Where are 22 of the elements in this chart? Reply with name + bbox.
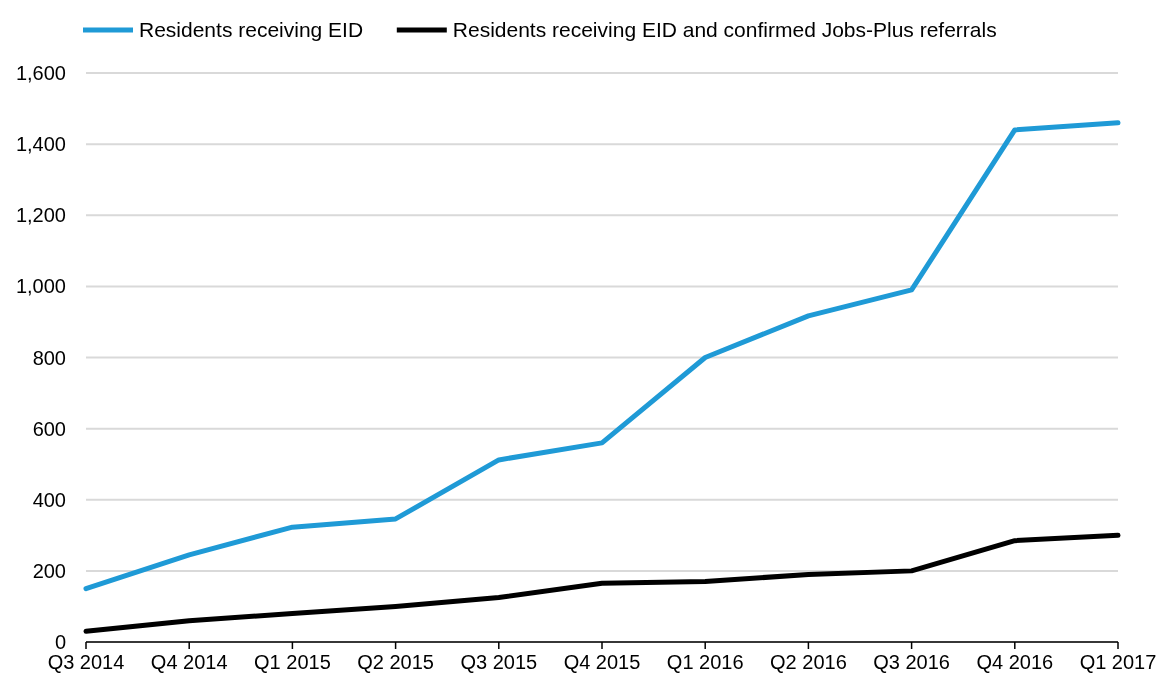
x-tick-label: Q1 2015 [254,651,331,673]
y-tick-label: 800 [32,346,66,369]
x-tick-label: Q1 2017 [1079,651,1157,673]
x-tick-label: Q2 2016 [770,651,847,673]
x-tick-label: Q3 2014 [47,651,125,673]
y-tick-label: 400 [32,488,66,511]
x-tick-label: Q1 2016 [666,651,744,673]
y-tick-label: 1,000 [15,275,66,298]
y-tick-label: 1,400 [15,133,66,156]
legend-label: Residents receiving EID [139,18,364,41]
y-tick-label: 200 [32,559,66,582]
x-tick-label: Q4 2016 [976,651,1054,673]
x-tick-label: Q3 2016 [873,651,950,673]
y-tick-label: 600 [32,417,66,440]
x-tick-label: Q3 2015 [460,651,538,673]
y-tick-label: 1,600 [15,62,66,84]
x-tick-label: Q2 2015 [357,651,434,673]
y-tick-label: 0 [54,631,66,653]
x-tick-label: Q4 2015 [563,651,641,673]
x-tick-label: Q4 2014 [150,651,228,673]
y-tick-label: 1,200 [15,204,66,227]
legend-label: Residents receiving EID and confirmed Jobs-Plus referrals [452,18,997,41]
